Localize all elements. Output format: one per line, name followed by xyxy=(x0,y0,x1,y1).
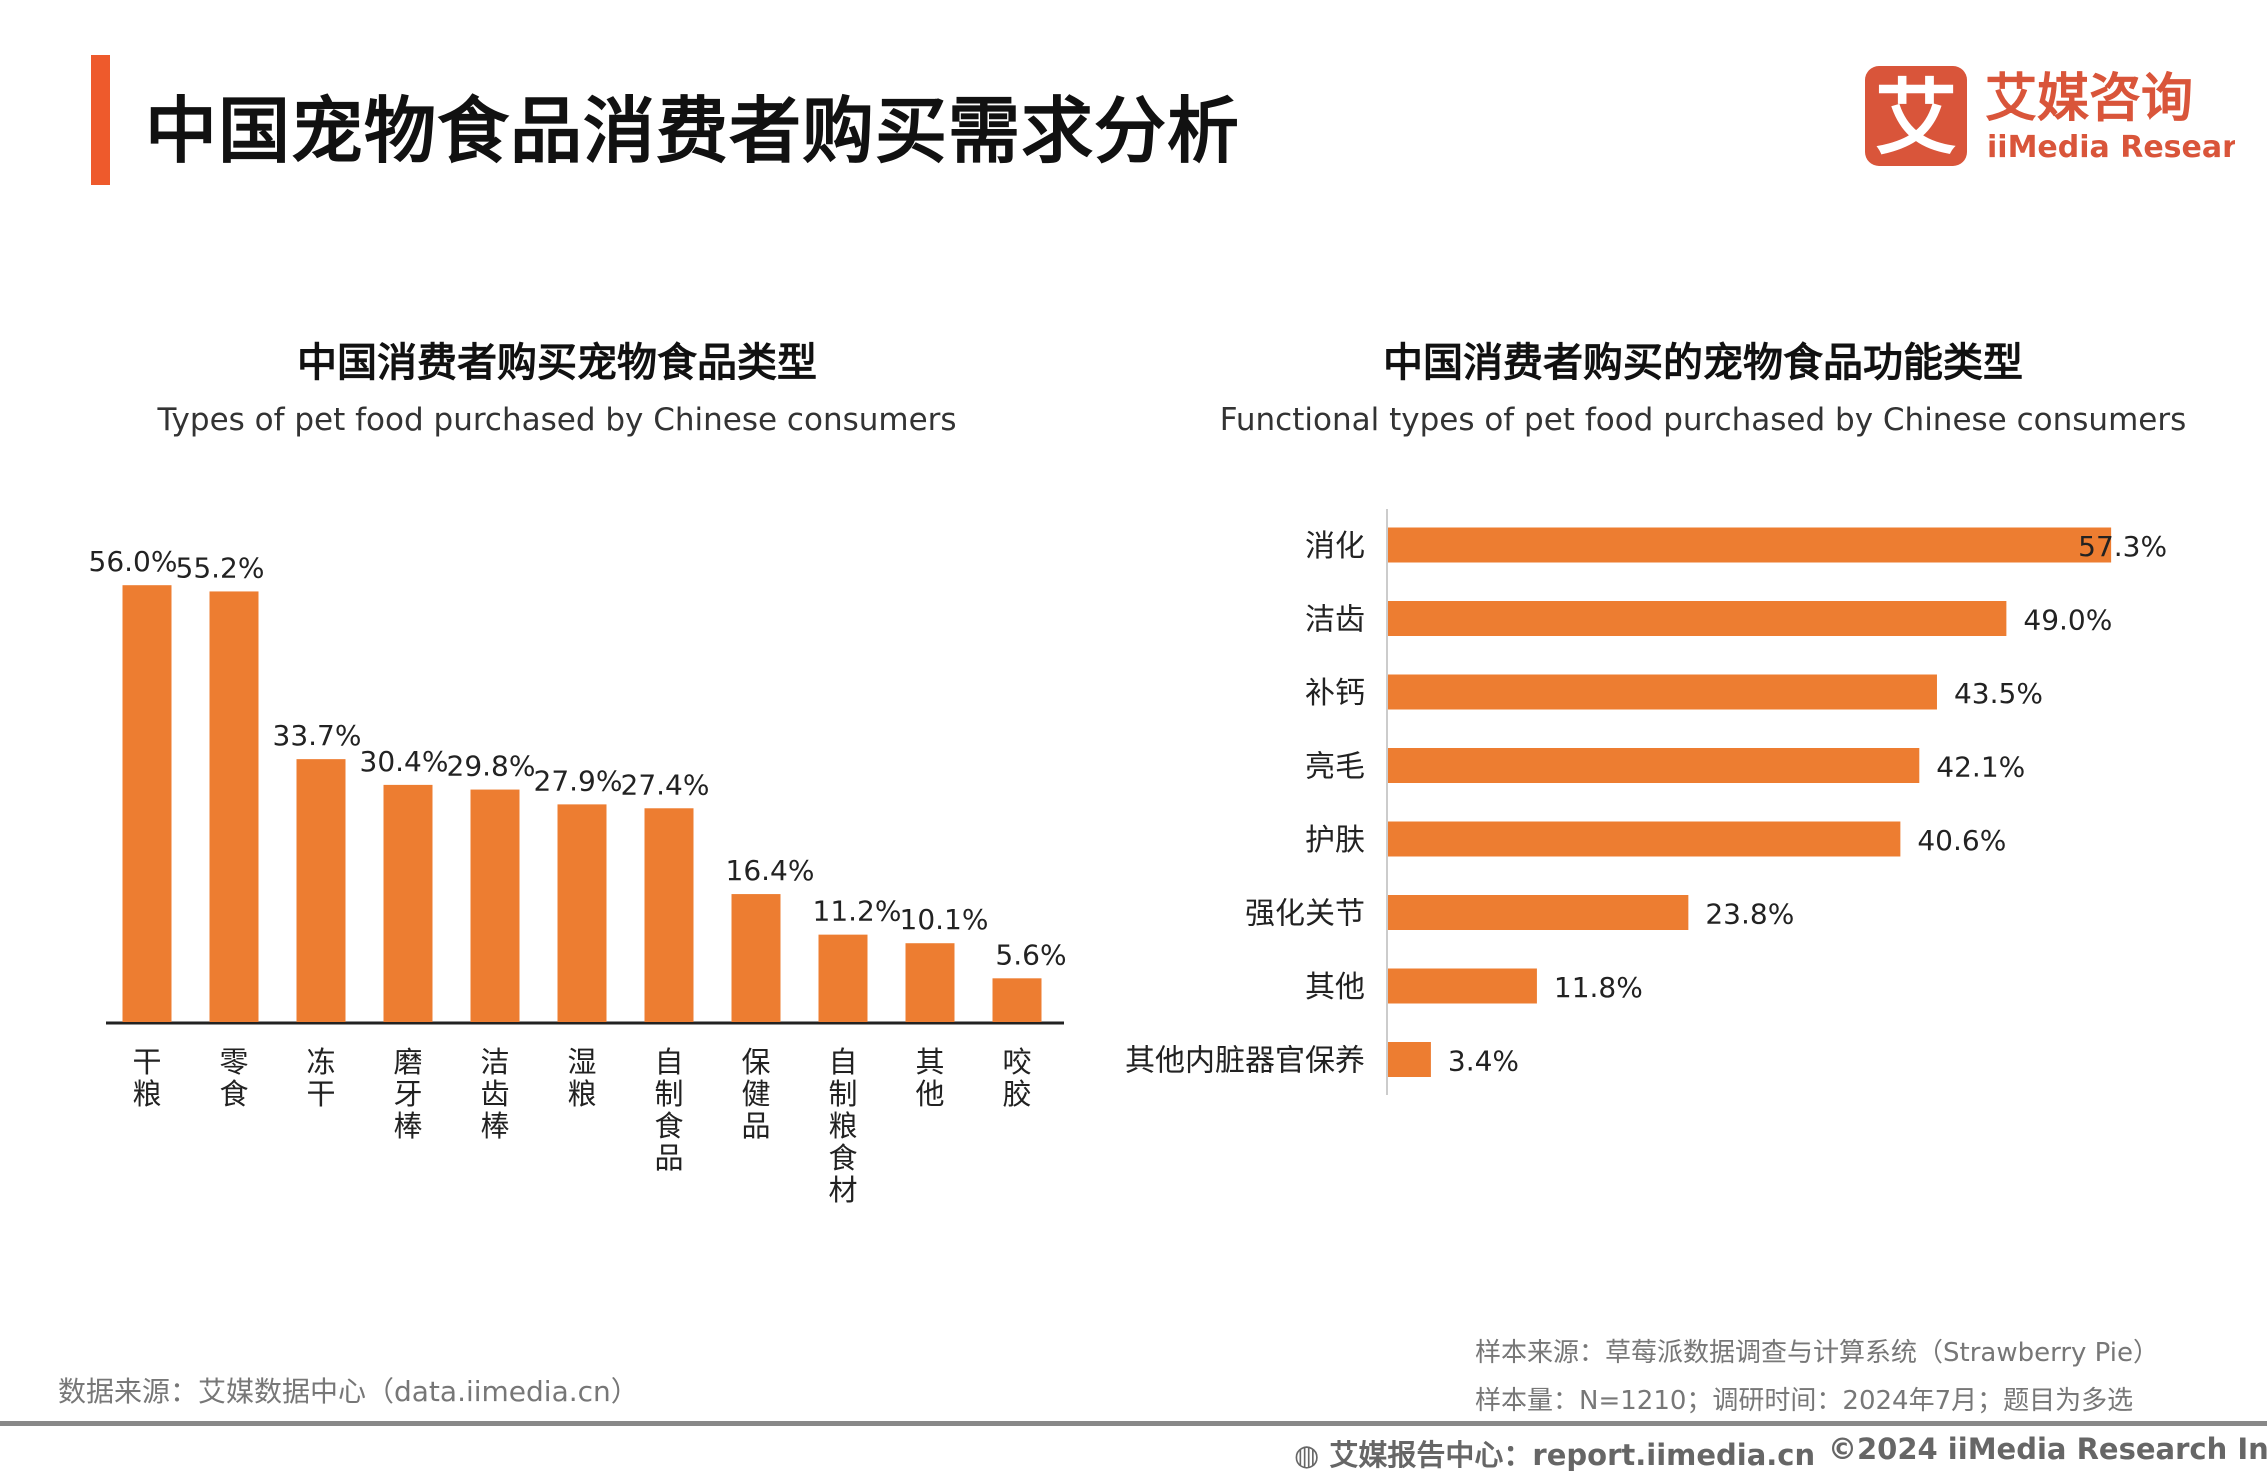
category-label-4-0: 洁 xyxy=(480,1045,509,1079)
data-label-3: 42.1% xyxy=(1936,751,2025,784)
category-label-4: 护肤 xyxy=(1305,823,1365,858)
category-label-3-2: 棒 xyxy=(393,1109,422,1143)
category-label-9-0: 其 xyxy=(915,1045,944,1079)
left-bar-chart: 56.0%干粮55.2%零食33.7%冻干30.4%磨牙棒29.8%洁齿棒27.… xyxy=(89,545,1067,1207)
data-label-10: 5.6% xyxy=(995,938,1066,971)
footer-divider xyxy=(0,1421,2267,1426)
category-label-1-1: 食 xyxy=(219,1077,248,1111)
bar-1 xyxy=(1388,601,2007,636)
category-label-5-1: 粮 xyxy=(567,1077,596,1111)
category-label-1-0: 零 xyxy=(219,1045,248,1079)
data-source: 数据来源：艾媒数据中心（data.iimedia.cn） xyxy=(58,1375,639,1408)
data-label-8: 11.2% xyxy=(813,895,902,928)
data-label-2: 43.5% xyxy=(1954,677,2043,710)
data-label-0: 57.3% xyxy=(2078,530,2167,563)
bar-0 xyxy=(122,585,172,1022)
data-label-2: 33.7% xyxy=(273,719,362,752)
bar-7 xyxy=(1388,1042,1431,1077)
copyright: ©2024 iiMedia Research Inc xyxy=(1828,1432,2267,1466)
right-chart-title: 中国消费者购买的宠物食品功能类型 xyxy=(1383,340,2023,386)
category-label-0-0: 干 xyxy=(132,1045,161,1079)
bar-3 xyxy=(1388,748,1920,783)
bar-7 xyxy=(731,894,781,1022)
data-label-3: 30.4% xyxy=(360,745,449,778)
data-label-1: 49.0% xyxy=(2023,604,2112,637)
logo-mark: 艾 xyxy=(1875,71,1957,166)
category-label-6: 其他 xyxy=(1305,970,1365,1005)
category-label-10-1: 胶 xyxy=(1002,1077,1031,1111)
category-label-8-2: 粮 xyxy=(828,1109,857,1143)
category-label-3: 亮毛 xyxy=(1305,750,1365,785)
data-label-5: 27.9% xyxy=(534,764,623,797)
category-label-5: 强化关节 xyxy=(1245,897,1365,932)
bar-10 xyxy=(992,978,1042,1022)
bar-9 xyxy=(905,943,955,1022)
category-label-2-1: 干 xyxy=(306,1077,335,1111)
bar-2 xyxy=(1388,674,1937,710)
sample-info: 样本量：N=1210；调研时间：2024年7月；题目为多选 xyxy=(1475,1386,2134,1416)
title-accent-bar xyxy=(91,55,110,185)
data-label-9: 10.1% xyxy=(900,903,989,936)
logo-en: iiMedia Research xyxy=(1987,130,2235,165)
category-label-3-0: 磨 xyxy=(393,1045,422,1079)
category-label-4-2: 棒 xyxy=(480,1109,509,1143)
right-bar-chart: 消化 57.3% 洁齿 49.0% 补钙 43.5% 亮毛 42.1% 护肤 40.6% 强化关节 2… xyxy=(1125,509,2167,1095)
category-label-9-1: 他 xyxy=(915,1077,944,1111)
bar-1 xyxy=(209,591,259,1022)
category-label-2-0: 冻 xyxy=(306,1045,335,1079)
data-label-7: 3.4% xyxy=(1448,1045,1519,1078)
bar-6 xyxy=(644,808,694,1022)
category-label-6-2: 食 xyxy=(654,1109,683,1143)
category-label-6-3: 品 xyxy=(654,1141,683,1175)
left-chart-title: 中国消费者购买宠物食品类型 xyxy=(297,340,817,386)
category-label-10-0: 咬 xyxy=(1002,1045,1031,1079)
category-label-5-0: 湿 xyxy=(567,1045,596,1079)
bar-4 xyxy=(1388,821,1901,857)
category-label-8-4: 材 xyxy=(828,1173,857,1207)
sample-source: 样本来源：草莓派数据调查与计算系统（Strawberry Pie） xyxy=(1475,1338,2159,1368)
bar-0 xyxy=(1388,527,2112,563)
data-label-4: 29.8% xyxy=(447,750,536,783)
category-label-7: 其他内脏器官保养 xyxy=(1125,1044,1365,1079)
category-label-1: 洁齿 xyxy=(1305,603,1365,638)
bar-3 xyxy=(383,784,433,1022)
right-chart-subtitle: Functional types of pet food purchased b… xyxy=(1219,402,2187,438)
category-label-8-3: 食 xyxy=(828,1141,857,1175)
data-label-7: 16.4% xyxy=(726,854,815,887)
page-title: 中国宠物食品消费者购买需求分析 xyxy=(145,89,1241,173)
data-label-6: 27.4% xyxy=(621,768,710,801)
bar-8 xyxy=(818,934,868,1022)
bar-5 xyxy=(1388,895,1689,930)
category-label-4-1: 齿 xyxy=(480,1077,509,1111)
category-label-7-0: 保 xyxy=(741,1045,770,1079)
category-label-8-1: 制 xyxy=(828,1077,857,1111)
bar-2 xyxy=(296,759,346,1022)
category-label-6-0: 自 xyxy=(654,1045,683,1079)
logo-mark-bg xyxy=(1865,66,1967,166)
category-label-6-1: 制 xyxy=(654,1077,683,1111)
category-label-8-0: 自 xyxy=(828,1045,857,1079)
report-center[interactable]: ◍ 艾媒报告中心：report.iimedia.cn xyxy=(1294,1432,1815,1474)
data-label-6: 11.8% xyxy=(1554,971,1643,1004)
data-label-1: 55.2% xyxy=(176,551,265,584)
category-label-2: 补钙 xyxy=(1305,676,1365,711)
category-label-3-1: 牙 xyxy=(393,1077,422,1111)
category-label-0: 消化 xyxy=(1305,529,1365,564)
left-chart-subtitle: Types of pet food purchased by Chinese c… xyxy=(157,402,957,438)
bar-6 xyxy=(1388,968,1537,1004)
globe-icon: ◍ xyxy=(1294,1438,1320,1472)
logo-cn: 艾媒咨询 xyxy=(1985,69,2193,129)
bar-4 xyxy=(470,789,520,1022)
data-label-4: 40.6% xyxy=(1917,824,2006,857)
category-label-0-1: 粮 xyxy=(132,1077,161,1111)
iimedia-logo: 艾 艾媒咨询 iiMedia Research xyxy=(1865,66,2235,166)
data-label-5: 23.8% xyxy=(1705,898,1794,931)
category-label-7-1: 健 xyxy=(741,1077,770,1111)
data-label-0: 56.0% xyxy=(89,545,178,578)
bar-5 xyxy=(557,804,607,1022)
report-center-text: 艾媒报告中心：report.iimedia.cn xyxy=(1329,1438,1816,1472)
category-label-7-2: 品 xyxy=(741,1109,770,1143)
